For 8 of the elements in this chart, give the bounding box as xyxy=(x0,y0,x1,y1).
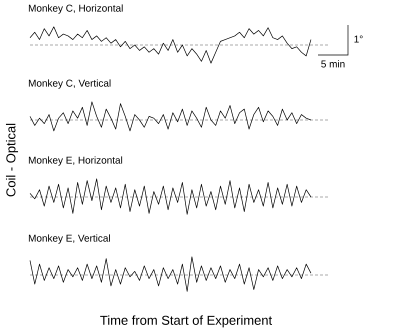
chart-title: Monkey C, Horizontal xyxy=(28,4,123,14)
chart-title: Monkey E, Vertical xyxy=(28,234,110,244)
chart-title: Monkey C, Vertical xyxy=(28,79,110,89)
x-axis-title: Time from Start of Experiment xyxy=(100,315,272,328)
chart-title: Monkey E, Horizontal xyxy=(28,156,122,166)
text: 5 min xyxy=(321,60,345,68)
text: 1° xyxy=(354,36,363,42)
y-axis-title: Coil - Optical xyxy=(6,124,18,196)
